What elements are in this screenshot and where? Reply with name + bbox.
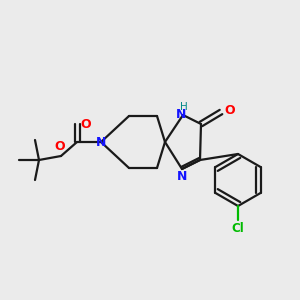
Text: N: N [177,169,187,182]
Text: N: N [176,107,186,121]
Text: O: O [225,104,235,118]
Text: Cl: Cl [232,221,244,235]
Text: O: O [81,118,91,130]
Text: O: O [55,140,65,154]
Text: N: N [96,136,106,148]
Text: H: H [180,102,188,112]
